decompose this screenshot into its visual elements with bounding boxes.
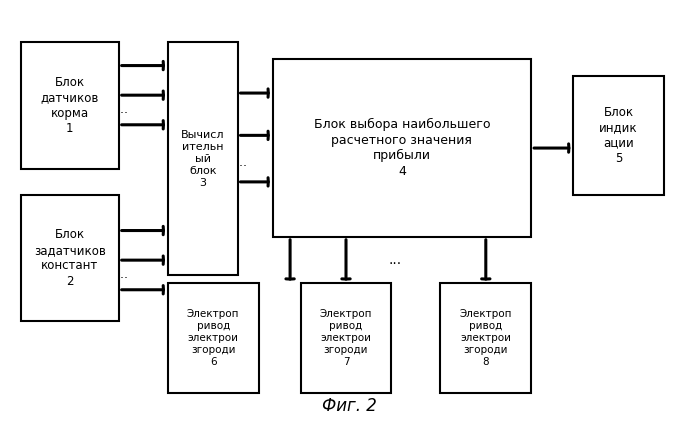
Text: Вычисл
ительн
ый
блок
3: Вычисл ительн ый блок 3 [181,129,224,188]
Text: Электроп
ривод
электрои
згороди
7: Электроп ривод электрои згороди 7 [319,309,373,368]
Bar [21,42,119,169]
Bar [168,42,238,275]
Bar [573,76,664,195]
Text: ...: ... [116,269,129,281]
Text: Блок выбора наибольшего
расчетного значения
прибыли
4: Блок выбора наибольшего расчетного значе… [314,118,490,178]
Text: Блок
датчиков
корма
1: Блок датчиков корма 1 [41,76,99,135]
Text: Электроп
ривод
электрои
згороди
6: Электроп ривод электрои згороди 6 [187,309,240,368]
Text: Блок
задатчиков
констант
2: Блок задатчиков констант 2 [34,228,106,288]
Bar [168,283,259,393]
Bar [440,283,531,393]
Bar [21,195,119,321]
Bar [301,283,391,393]
Text: Фиг. 2: Фиг. 2 [322,396,377,415]
Text: Блок
индик
ации
5: Блок индик ации 5 [599,106,638,165]
Text: Электроп
ривод
электрои
згороди
8: Электроп ривод электрои згороди 8 [459,309,512,368]
Text: ...: ... [116,104,129,116]
Text: ...: ... [389,253,401,267]
Text: ...: ... [235,157,247,169]
Bar [273,59,531,237]
